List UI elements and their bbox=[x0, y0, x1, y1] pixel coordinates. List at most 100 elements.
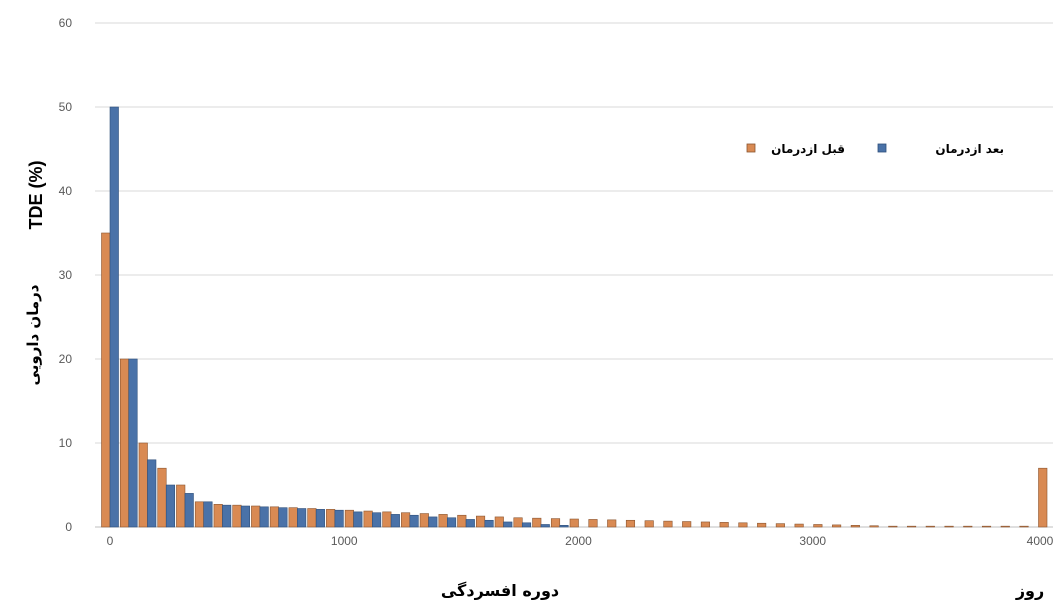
bar-before bbox=[194, 501, 204, 528]
bars bbox=[101, 106, 1048, 528]
x-tick-label: 1000 bbox=[331, 534, 358, 548]
bar-before bbox=[138, 442, 148, 528]
bar-after bbox=[203, 501, 213, 528]
bar-before bbox=[494, 516, 504, 528]
bar-before bbox=[850, 525, 860, 528]
bar-after bbox=[503, 521, 513, 528]
legend: بعد ازدرمان قبل ازدرمان bbox=[746, 142, 1004, 156]
y-tick-label: 50 bbox=[59, 100, 73, 114]
bar-after bbox=[353, 511, 363, 528]
bar-after bbox=[409, 514, 419, 528]
bar-before bbox=[1019, 525, 1029, 528]
bar-after bbox=[184, 493, 194, 528]
bar-before bbox=[326, 509, 336, 528]
bar-after bbox=[259, 506, 269, 528]
bar-before bbox=[944, 525, 954, 528]
bar-before bbox=[550, 518, 561, 528]
legend-label-before: قبل ازدرمان bbox=[771, 142, 845, 156]
x-tick-label: 3000 bbox=[799, 534, 826, 548]
bar-before bbox=[963, 525, 973, 528]
x-axis-label: دوره افسردگی bbox=[441, 581, 559, 600]
bar-before bbox=[682, 521, 692, 528]
bar-after bbox=[278, 507, 288, 528]
bar-after bbox=[372, 512, 382, 528]
bar-before bbox=[869, 525, 879, 528]
bar-before bbox=[757, 522, 767, 528]
y-tick-label: 20 bbox=[59, 352, 73, 366]
bar-before bbox=[382, 511, 392, 528]
bar-after bbox=[390, 514, 400, 528]
bar-before bbox=[794, 523, 804, 528]
y-tick-label: 30 bbox=[59, 268, 73, 282]
x-axis-unit-label: روز bbox=[1015, 581, 1044, 600]
bar-before bbox=[700, 521, 710, 528]
bar-before bbox=[719, 522, 729, 528]
y-tick-label: 60 bbox=[59, 16, 73, 30]
y-axis-label-fa: درمان دارویی bbox=[24, 284, 42, 385]
bar-after bbox=[128, 358, 138, 528]
bar-after bbox=[165, 484, 176, 528]
bar-before bbox=[644, 520, 654, 528]
bar-after bbox=[222, 504, 232, 528]
bar-after bbox=[147, 459, 157, 528]
bar-before bbox=[101, 232, 111, 528]
bar-before bbox=[588, 519, 598, 528]
bar-after bbox=[240, 505, 250, 528]
bar-before bbox=[532, 517, 542, 528]
bar-after bbox=[521, 522, 532, 528]
legend-label-after: بعد ازدرمان bbox=[935, 142, 1004, 156]
bar-before bbox=[457, 514, 467, 528]
bar-after bbox=[484, 519, 494, 528]
bar-before bbox=[925, 525, 935, 528]
bar-before bbox=[251, 505, 261, 528]
y-tick-label: 40 bbox=[59, 184, 73, 198]
bar-after bbox=[428, 516, 438, 528]
bar-before bbox=[907, 525, 917, 528]
bar-before bbox=[438, 514, 448, 528]
bar-before bbox=[269, 506, 279, 528]
bar-before bbox=[176, 484, 186, 528]
bar-before bbox=[419, 513, 429, 528]
bar-before bbox=[157, 467, 167, 528]
bar-before bbox=[513, 517, 523, 528]
gridlines bbox=[95, 22, 1053, 528]
bar-before bbox=[475, 515, 486, 528]
bar-before bbox=[775, 523, 785, 528]
bar-before bbox=[738, 522, 748, 528]
y-axis-label-en: TDE (%) bbox=[26, 161, 46, 230]
legend-swatch-before bbox=[746, 143, 756, 153]
legend-swatch-after bbox=[877, 143, 887, 153]
x-tick-label: 2000 bbox=[565, 534, 592, 548]
x-tick-label: 4000 bbox=[1027, 534, 1053, 548]
bar-before bbox=[888, 525, 898, 528]
bar-before bbox=[981, 525, 992, 528]
bar-after bbox=[297, 508, 307, 528]
bar-after bbox=[447, 517, 457, 528]
bar-after bbox=[334, 509, 344, 528]
bar-before bbox=[625, 519, 636, 528]
bar-before bbox=[1038, 467, 1048, 528]
bar-before bbox=[363, 510, 373, 528]
bar-before bbox=[832, 524, 842, 528]
bar-after bbox=[540, 524, 550, 528]
bar-before bbox=[1000, 525, 1010, 528]
bar-before bbox=[401, 512, 411, 528]
bar-before bbox=[813, 524, 823, 528]
bar-after bbox=[315, 509, 325, 528]
x-axis-ticks: 0 1000 2000 3000 4000 bbox=[107, 534, 1053, 548]
y-axis-ticks: 0 10 20 30 40 50 60 bbox=[59, 16, 73, 534]
bar-before bbox=[119, 358, 130, 528]
bar-before bbox=[344, 509, 354, 528]
bar-before bbox=[213, 504, 223, 528]
y-tick-label: 10 bbox=[59, 436, 73, 450]
y-tick-label: 0 bbox=[65, 520, 72, 534]
bar-before bbox=[569, 518, 579, 528]
bar-before bbox=[307, 508, 317, 528]
bar-before bbox=[232, 504, 242, 528]
bar-after bbox=[559, 525, 569, 528]
bar-before bbox=[663, 520, 673, 528]
bar-before bbox=[288, 507, 298, 528]
bar-after bbox=[465, 519, 475, 528]
bar-before bbox=[607, 519, 617, 528]
